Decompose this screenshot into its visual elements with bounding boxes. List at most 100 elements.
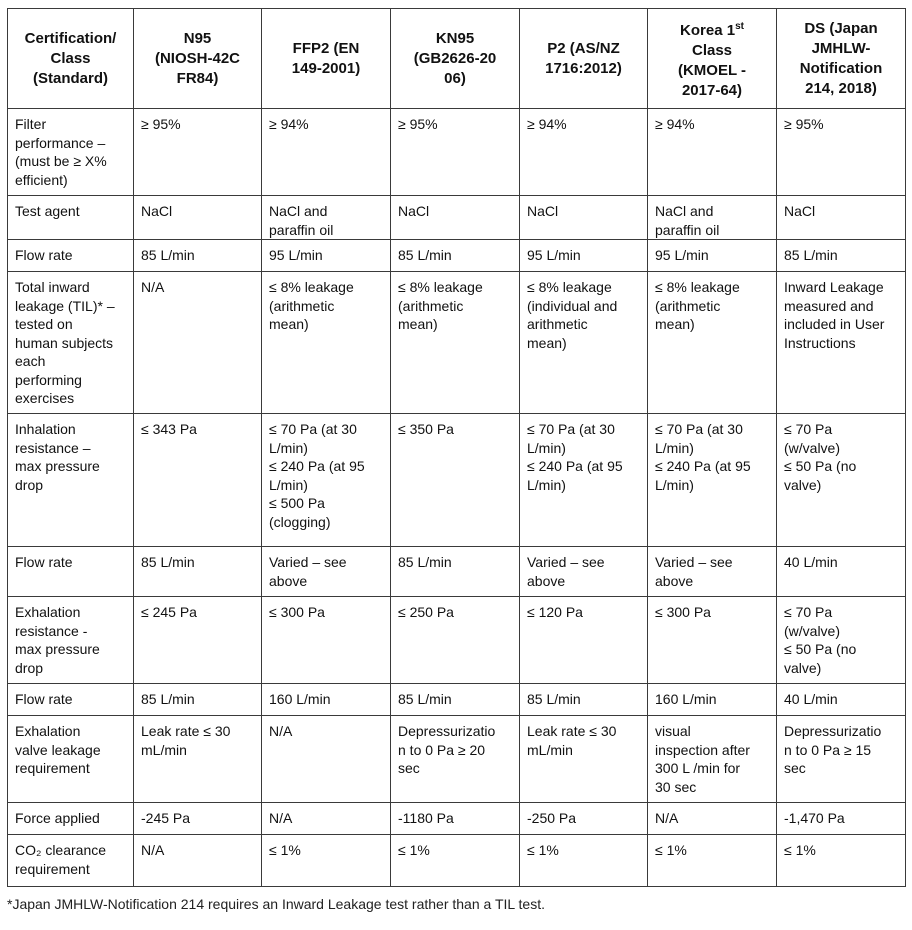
cell-line: Leak rate ≤ 30 [527, 723, 617, 739]
cell-line: ≤ 70 Pa [784, 604, 833, 620]
cell-line: 40 L/min [784, 691, 838, 707]
cell-line: 85 L/min [527, 691, 581, 707]
cell-line: ≤ 500 Pa [269, 495, 325, 511]
cell-line: 85 L/min [398, 691, 452, 707]
row-label-line: requirement [15, 760, 90, 776]
table-cell: 160 L/min [647, 683, 777, 716]
table-row: Force applied -245 Pa N/A -1180 Pa -250 Pa N/… [7, 802, 906, 835]
header-row: Certification/Class (Standard) N95 (NIOSH-4… [7, 8, 906, 109]
cell-line: 95 L/min [527, 247, 581, 263]
row-label-line: resistance – [15, 439, 91, 456]
respirator-standards-table: Certification/Class (Standard) N95 (NIOSH-4… [7, 8, 906, 887]
cell-line: 95 L/min [655, 247, 709, 263]
cell-line: -1180 Pa [398, 810, 454, 826]
cell-line: mean) [269, 316, 309, 332]
table-cell: 85 L/min [390, 683, 520, 716]
table-row: Filter performance – (must be ≥ X% efficien… [7, 108, 906, 196]
column-header-5: Korea 1st Class (KMOEL - 2017-64) [647, 8, 777, 109]
table-cell: NaCl [133, 195, 262, 240]
table-cell: 85 L/min [133, 546, 262, 597]
table-row: Total inward leakage (TIL)* – tested on hum… [7, 271, 906, 414]
table-cell: 85 L/min [390, 546, 520, 597]
row-label-line: Total inward [15, 279, 90, 295]
row-label: Flow rate [7, 546, 134, 597]
cell-line: sec [784, 760, 806, 776]
column-header-line: 149-2001) [291, 59, 361, 77]
cell-line: 85 L/min [141, 691, 195, 707]
cell-line: ≤ 240 Pa (at 95 [269, 458, 365, 474]
row-label-line: max pressure [15, 458, 100, 474]
row-label-line: efficient) [15, 171, 68, 188]
table-cell: 85 L/min [519, 683, 648, 716]
table-cell: ≤ 70 Pa (at 30 L/min) ≤ 240 Pa (at 95 L/min… [647, 413, 777, 547]
column-header-line: Class [691, 41, 733, 59]
column-header-line: DS (Japan [804, 19, 878, 37]
table-cell: 85 L/min [133, 683, 262, 716]
cell-line: ≥ 95% [398, 116, 438, 132]
cell-line: above [269, 572, 308, 589]
cell-line: ≤ 120 Pa [527, 604, 583, 620]
cell-line: Depressurizatio [784, 723, 882, 739]
cell-line: ≥ 94% [527, 116, 567, 132]
table-cell: ≥ 95% [776, 108, 906, 196]
cell-line: valve) [784, 476, 822, 493]
cell-line: arithmetic [527, 316, 588, 332]
row-label: Exhalation resistance - max pressure drop [7, 596, 134, 684]
table-cell: -1180 Pa [390, 802, 520, 835]
cell-line: inspection after [655, 741, 750, 758]
table-cell: N/A [133, 834, 262, 887]
cell-line: visual [655, 723, 691, 739]
table-cell: ≤ 70 Pa (w/valve) ≤ 50 Pa (no valve) [776, 413, 906, 547]
cell-line: ≤ 245 Pa [141, 604, 197, 620]
cell-line: L/min) [655, 476, 694, 493]
cell-line: ≤ 240 Pa (at 95 [527, 458, 623, 474]
row-label-line: (must be ≥ X% [15, 153, 107, 169]
cell-line: -245 Pa [141, 810, 191, 826]
column-header-1: N95 (NIOSH-42C FR84) [133, 8, 262, 109]
table-cell: ≤ 8% leakage (arithmetic mean) [390, 271, 520, 414]
table-cell: 40 L/min [776, 683, 906, 716]
cell-line: ≤ 240 Pa (at 95 [655, 458, 751, 474]
cell-line: 95 L/min [269, 247, 323, 263]
table-header: Certification/Class (Standard) N95 (NIOSH-4… [7, 8, 906, 109]
cell-line: ≤ 1% [784, 842, 816, 858]
cell-line: ≤ 70 Pa (at 30 [527, 421, 615, 437]
column-header-3: KN95 (GB2626-20 06) [390, 8, 520, 109]
cell-line: 85 L/min [398, 247, 452, 263]
cell-line: ≤ 250 Pa [398, 604, 454, 620]
table-cell: Leak rate ≤ 30 mL/min [519, 715, 648, 803]
respirator-standards-table-container: Certification/Class (Standard) N95 (NIOSH-4… [7, 8, 906, 887]
footnote: *Japan JMHLW-Notification 214 requires a… [7, 896, 545, 912]
cell-line: -1,470 Pa [784, 810, 845, 826]
cell-line: 85 L/min [141, 554, 195, 570]
table-cell: N/A [647, 802, 777, 835]
cell-line: NaCl [398, 203, 430, 219]
cell-line: L/min) [269, 476, 308, 493]
cell-line: ≤ 50 Pa (no [784, 641, 857, 657]
cell-line: NaCl [141, 203, 173, 219]
table-cell: NaCl [519, 195, 648, 240]
table-cell: NaCl and paraffin oil [261, 195, 391, 240]
cell-line: ≤ 350 Pa [398, 421, 454, 437]
column-header-line: JMHLW- [811, 39, 871, 57]
cell-line: Leak rate ≤ 30 [141, 723, 231, 739]
column-header-line: Class [50, 49, 91, 67]
cell-line: ≤ 8% leakage [269, 279, 354, 295]
cell-line: ≤ 8% leakage [527, 279, 612, 295]
cell-line: (individual and [527, 297, 618, 314]
table-row: CO₂ clearance requirement N/A ≤ 1% ≤ 1% ≤ 1% ≤… [7, 834, 906, 887]
row-label: Inhalation resistance – max pressure drop [7, 413, 134, 547]
table-cell: Inward Leakage measured and included in Us… [776, 271, 906, 414]
row-label: Flow rate [7, 683, 134, 716]
table-cell: ≤ 1% [519, 834, 648, 887]
table-cell: Depressurizatio n to 0 Pa ≥ 20 sec [390, 715, 520, 803]
row-label: Force applied [7, 802, 134, 835]
cell-line: included in User [784, 316, 885, 332]
table-cell: ≤ 70 Pa (at 30 L/min) ≤ 240 Pa (at 95 L/min… [519, 413, 648, 547]
table-cell: 85 L/min [390, 239, 520, 272]
column-header-line: (KMOEL - [677, 61, 747, 79]
row-label-line: tested on [15, 316, 73, 332]
table-cell: NaCl and paraffin oil [647, 195, 777, 240]
cell-line: (arithmetic [398, 297, 464, 314]
cell-line: N/A [141, 279, 165, 295]
